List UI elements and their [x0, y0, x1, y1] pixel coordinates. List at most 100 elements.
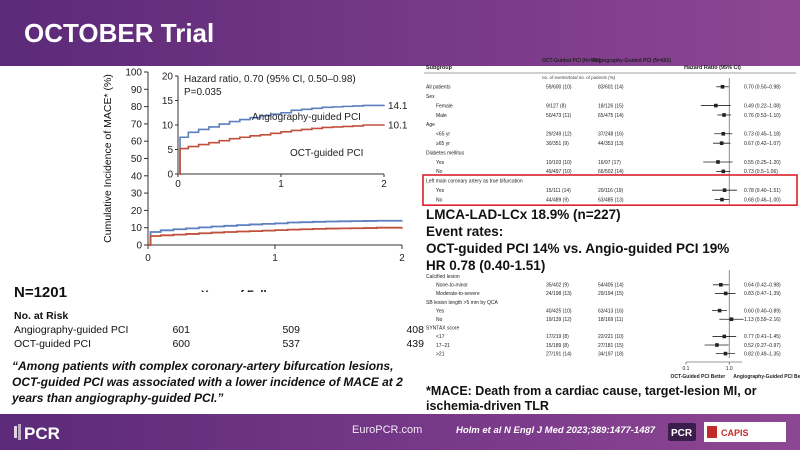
- risk-row-oct: OCT-guided PCI 600 537 439: [14, 338, 424, 352]
- km-series-label-angio: Angiography-guided PCI: [252, 112, 361, 123]
- risk-value: 601: [172, 324, 190, 336]
- km-y-tick-label: 50: [131, 154, 143, 165]
- forest-row-label: Moderate-to-severe: [436, 291, 480, 297]
- no-at-risk-title: No. at Risk: [14, 310, 69, 322]
- forest-row-hr: 0.78 (0.40–1.51): [744, 188, 781, 194]
- forest-row-hr: 0.68 (0.46–1.00): [744, 197, 781, 203]
- km-y-tick-label: 10: [131, 223, 143, 234]
- forest-row-oct: 17/219 (8): [546, 334, 569, 340]
- forest-row-label: Yes: [436, 188, 445, 194]
- km-y-tick-label: 80: [131, 102, 143, 113]
- km-y-tick-label: 30: [131, 189, 143, 200]
- km-inset-y-tick-label: 10: [162, 121, 174, 132]
- forest-point-estimate: [723, 291, 728, 296]
- forest-row-label: No: [436, 169, 443, 175]
- forest-col-hr: Hazard Ratio (95% CI): [684, 65, 741, 71]
- forest-plot-top: Subgroup OCT-Guided PCI (N=600)Angiograph…: [422, 58, 798, 206]
- forest-point-estimate: [720, 197, 724, 202]
- lmca-line-4: HR 0.78 (0.40-1.51): [426, 258, 546, 273]
- km-inset-series-line: [178, 124, 385, 175]
- forest-row-angio: 34/197 (18): [598, 351, 624, 357]
- risk-value: 600: [172, 338, 190, 350]
- km-series-end-label: 14.1: [388, 101, 408, 112]
- km-series-end-label: 10.1: [388, 121, 408, 132]
- footer-citation: Holm et al N Engl J Med 2023;389:1477-14…: [456, 425, 656, 436]
- forest-point-estimate: [719, 141, 724, 145]
- km-inset-x-tick-label: 0: [175, 179, 181, 190]
- mace-definition: *MACE: Death from a cardiac cause, targe…: [426, 384, 757, 413]
- forest-point-estimate: [722, 113, 726, 117]
- forest-row-hr: 0.73 (0.5–1.06): [744, 169, 778, 175]
- km-y-tick-label: 100: [125, 68, 142, 79]
- forest-point-estimate: [720, 84, 725, 89]
- forest-row-oct: 59/600 (10): [546, 85, 572, 91]
- forest-row-angio: 20/116 (19): [598, 188, 624, 194]
- forest-point-estimate: [722, 188, 727, 192]
- km-main-series-line: [148, 226, 403, 246]
- forest-col-oct: OCT-Guided PCI (N=600): [542, 58, 601, 64]
- forest-row-hr: 0.52 (0.27–0.97): [744, 343, 781, 349]
- forest-row-label: Diabetes mellitus: [426, 150, 465, 156]
- forest-row-angio: 27/181 (15): [598, 343, 624, 349]
- forest-row-hr: 0.70 (0.50–0.98): [744, 85, 781, 91]
- forest-point-estimate: [723, 351, 728, 356]
- km-inset-y-tick-label: 15: [162, 96, 174, 107]
- forest-plot-bottom: Calcified lesion None-to-minor 35/402 (9) 5…: [426, 270, 800, 380]
- forest-row-label: ≥65 yr: [436, 141, 450, 147]
- km-y-tick-label: 20: [131, 206, 143, 217]
- pcr-small-logo-text: PCR: [671, 428, 693, 439]
- capis-logo-text: CAPIS: [721, 428, 749, 438]
- forest-row-oct: 19/139 (12): [546, 317, 572, 323]
- forest-point-estimate: [719, 283, 723, 287]
- forest-row-angio: 44/353 (13): [598, 141, 624, 147]
- forest-row-oct: 27/191 (14): [546, 351, 572, 357]
- forest-row-oct: 15/111 (14): [546, 188, 571, 194]
- footer-website: EuroPCR.com: [352, 424, 423, 436]
- forest-row-angio: 22/221 (10): [598, 334, 624, 340]
- km-chart: 0102030405060708090100012Years of Follow…: [102, 68, 414, 292]
- forest-row-angio: 63/485 (13): [598, 197, 624, 203]
- forest-row-angio: 37/248 (16): [598, 132, 624, 138]
- forest-row-label: Male: [436, 113, 447, 119]
- forest-row-angio: 66/502 (14): [598, 169, 624, 175]
- forest-row-hr: 0.49 (0.22–1.08): [744, 103, 781, 109]
- forest-row-hr: 0.77 (0.41–1.45): [744, 334, 781, 340]
- km-y-tick-label: 60: [131, 137, 143, 148]
- km-inset: 0 5 10 15 20 0 1 2 14.1 10.1 Angiography-guided PC…: [154, 68, 414, 196]
- km-inset-x-tick-label: 2: [381, 179, 387, 190]
- forest-favor-right: Angiography-Guided PCI Better: [733, 374, 800, 380]
- forest-row-hr: 0.55 (0.25–1.20): [744, 160, 781, 166]
- forest-row-angio: 54/405 (14): [598, 283, 624, 289]
- forest-point-estimate: [729, 317, 734, 322]
- forest-row-label: Sex: [426, 94, 435, 100]
- title-bar: OCTOBER Trial: [0, 0, 800, 66]
- forest-row-oct: 15/189 (8): [546, 343, 569, 349]
- forest-row-hr: 0.64 (0.42–0.98): [744, 283, 781, 289]
- forest-axis-tick-label: 0.1: [683, 366, 690, 372]
- km-x-axis-title: Years of Follow-up: [201, 289, 299, 292]
- forest-row-label: Age: [426, 122, 435, 128]
- lmca-line-1: LMCA-LAD-LCx 18.9% (n=227): [426, 207, 621, 222]
- risk-row-label: OCT-guided PCI: [14, 338, 92, 350]
- forest-point-estimate: [716, 160, 720, 164]
- km-inset-y-tick-label: 5: [167, 145, 173, 156]
- km-y-tick-label: 90: [131, 85, 143, 96]
- risk-row-label: Angiography-guided PCI: [14, 324, 129, 336]
- forest-col-subgroup: Subgroup: [426, 65, 453, 71]
- forest-row-oct: 40/425 (10): [546, 308, 572, 314]
- forest-row-oct: 50/473 (11): [546, 113, 572, 119]
- km-inset-y-tick-label: 0: [167, 170, 173, 181]
- forest-row-hr: 0.67 (0.42–1.07): [744, 141, 781, 147]
- forest-row-label: <65 yr: [436, 132, 450, 138]
- km-p-value-text: P=0.035: [184, 87, 222, 98]
- forest-row-angio: 63/413 (16): [598, 308, 624, 314]
- forest-row-label: Calcified lesion: [426, 274, 460, 280]
- forest-point-estimate: [722, 334, 727, 339]
- forest-row-oct: 30/351 (9): [546, 141, 569, 147]
- km-inset-series-line: [178, 104, 385, 175]
- forest-row-hr: 1.13 (0.59–2.16): [744, 317, 781, 323]
- forest-row-label: Female: [436, 103, 453, 109]
- slide-title: OCTOBER Trial: [24, 18, 215, 48]
- forest-row-oct: 35/402 (9): [546, 283, 569, 289]
- forest-row-hr: 0.60 (0.40–0.89): [744, 308, 781, 314]
